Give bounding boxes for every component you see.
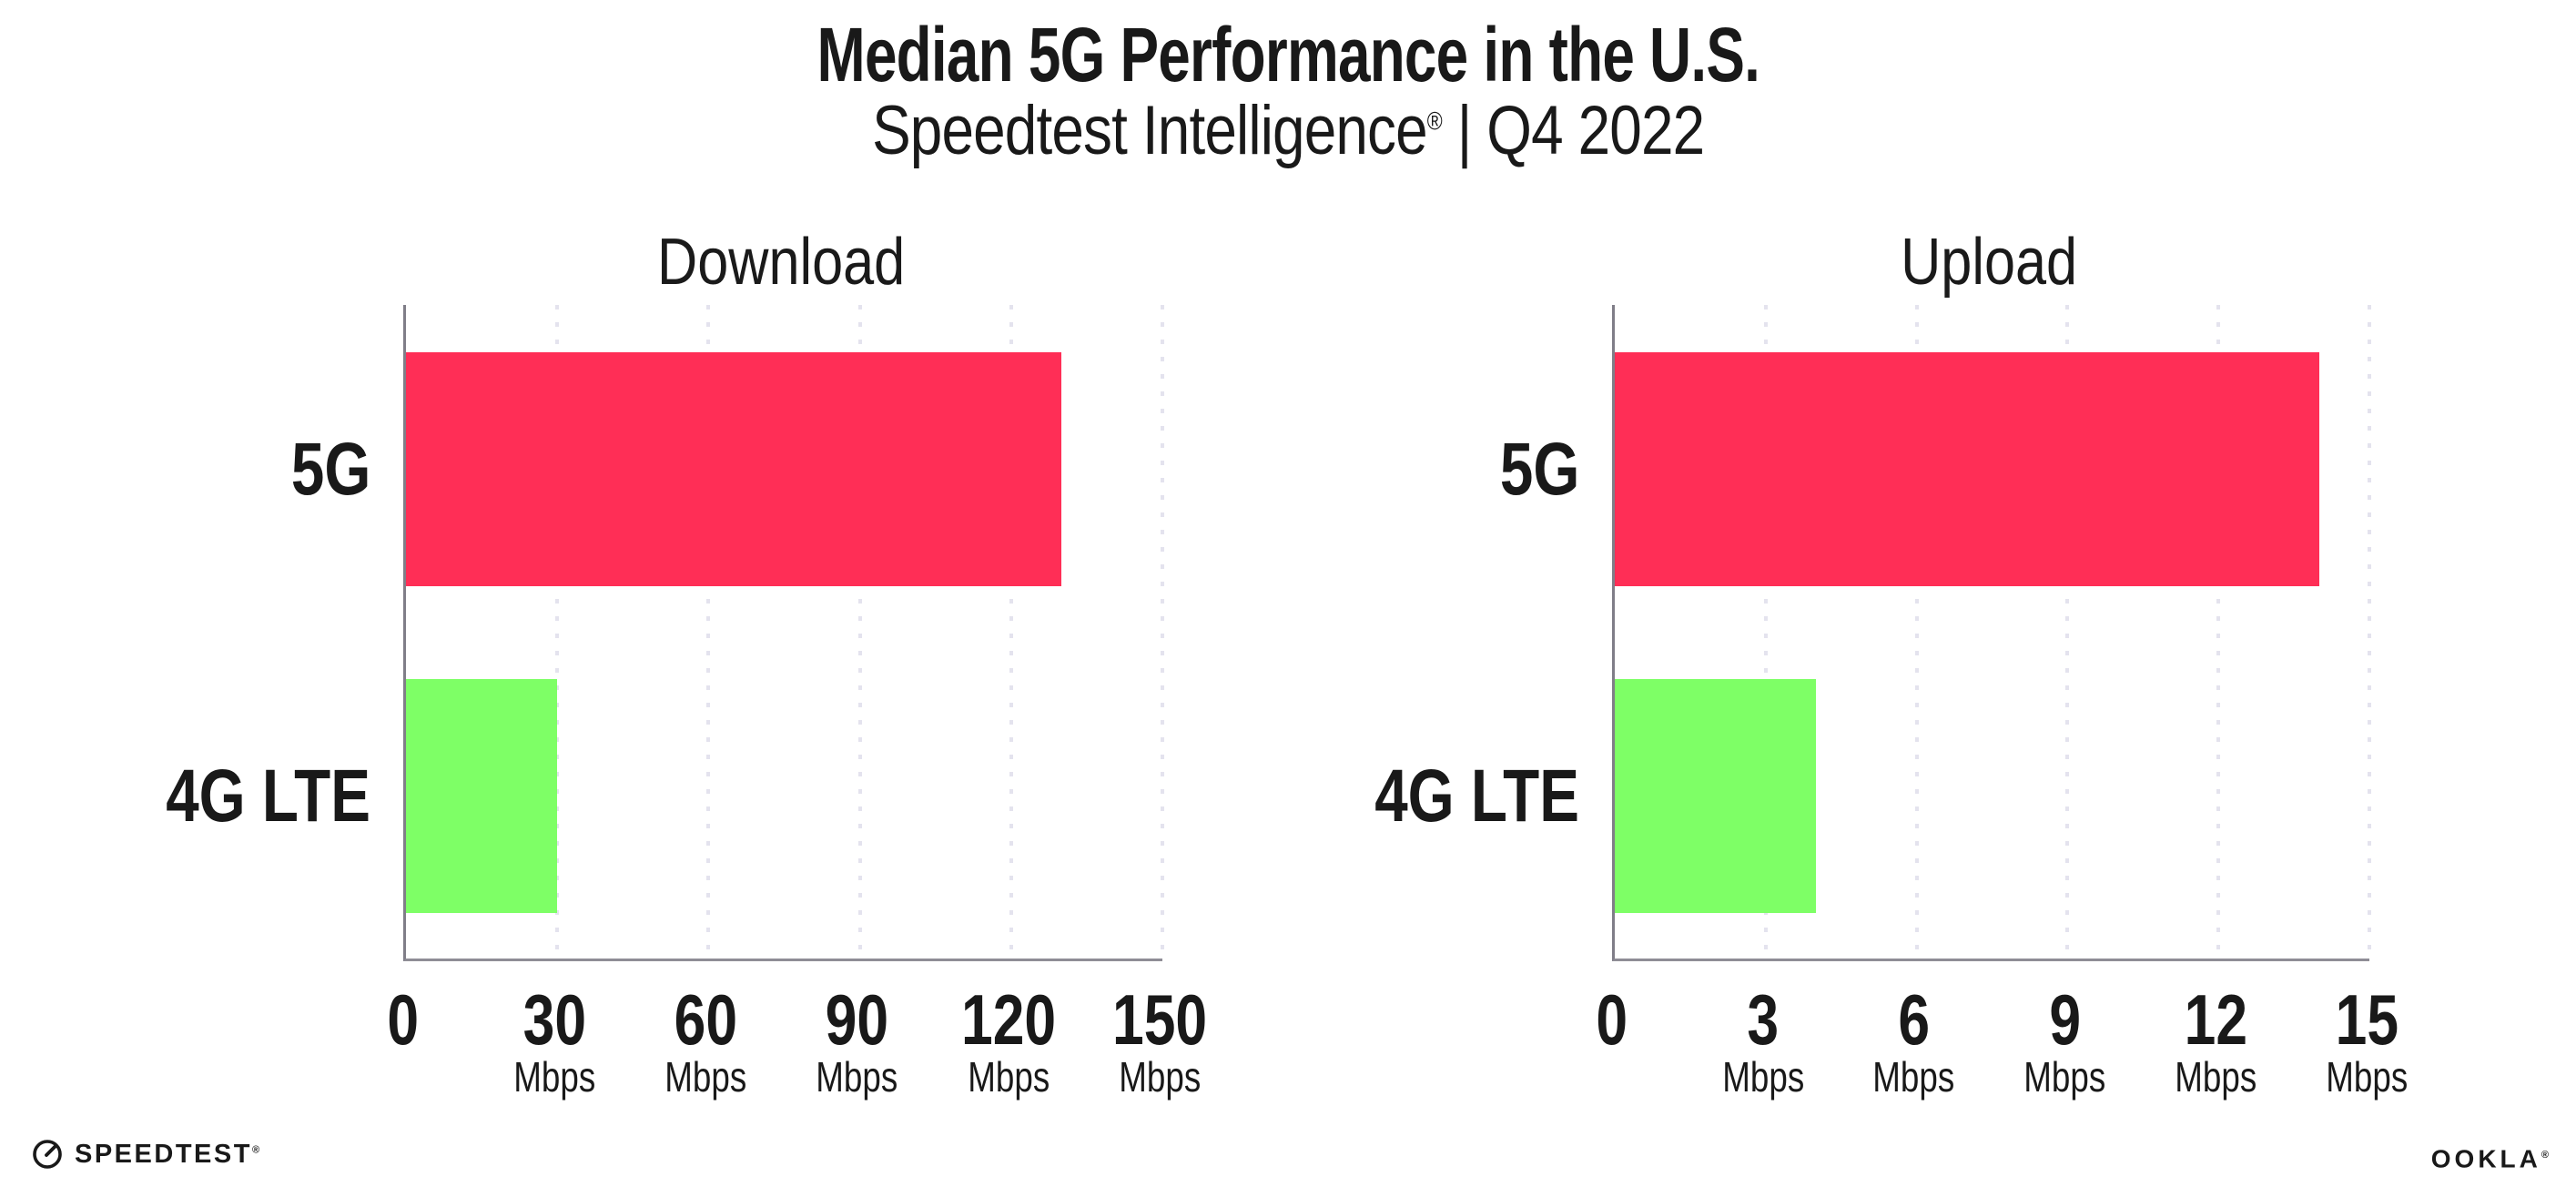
download-tick-unit-120: Mbps: [967, 1053, 1050, 1101]
registered-trademark-symbol: ®: [1426, 107, 1443, 136]
ookla-trademark-symbol: ®: [2541, 1150, 2549, 1161]
subtitle-period: Q4 2022: [1486, 92, 1705, 169]
speedtest-trademark-symbol: ®: [251, 1143, 260, 1155]
download-category-label-5g: 5G: [290, 428, 370, 511]
download-plot-area: [403, 305, 1164, 961]
download-chart-title: Download: [657, 226, 906, 299]
upload-bar-4g-lte: [1615, 679, 1817, 913]
download-gridline-60: [706, 305, 711, 959]
upload-tick-unit-15: Mbps: [2325, 1053, 2408, 1101]
upload-tick-label-15: 15: [2335, 979, 2399, 1060]
page-subtitle-text: Speedtest Intelligence® | Q4 2022: [871, 92, 1705, 169]
subtitle-separator: |: [1456, 92, 1473, 169]
download-tick-unit-150: Mbps: [1118, 1053, 1201, 1101]
upload-chart-panel: Upload 5G 4G LTE 0 3 Mbps 6 Mbps 9 Mbps 12 Mbps 15 M…: [1288, 209, 2576, 1129]
upload-tick-label-6: 6: [1898, 979, 1930, 1060]
upload-gridline-12: [2216, 305, 2221, 959]
speedtest-wordmark: SPEEDTEST®: [75, 1139, 260, 1169]
download-tick-label-60: 60: [674, 979, 738, 1060]
download-tick-label-120: 120: [960, 979, 1056, 1060]
page-title-text: Median 5G Performance in the U.S.: [816, 12, 1760, 97]
upload-category-label-4g-lte: 4G LTE: [1374, 755, 1579, 837]
download-category-label-4g-lte: 4G LTE: [166, 755, 370, 837]
upload-gridline-15: [2368, 305, 2371, 959]
ookla-logo: OOKLA®: [2431, 1140, 2549, 1176]
download-gridline-120: [1009, 305, 1013, 959]
download-bar-5g: [406, 352, 1062, 586]
download-tick-unit-30: Mbps: [513, 1053, 596, 1101]
download-tick-label-150: 150: [1111, 979, 1208, 1060]
ookla-wordmark: OOKLA: [2430, 1144, 2541, 1173]
upload-tick-label-3: 3: [1747, 979, 1780, 1060]
page-title: Median 5G Performance in the U.S.: [0, 12, 2576, 97]
download-tick-label-0: 0: [387, 979, 420, 1060]
download-tick-label-90: 90: [825, 979, 889, 1060]
download-tick-unit-90: Mbps: [816, 1053, 898, 1101]
speedtest-gauge-icon: [33, 1140, 62, 1169]
speedtest-logo: SPEEDTEST®: [31, 1134, 259, 1174]
upload-tick-unit-12: Mbps: [2175, 1053, 2257, 1101]
upload-category-label-5g: 5G: [1499, 428, 1579, 511]
upload-tick-unit-3: Mbps: [1721, 1053, 1804, 1101]
upload-tick-unit-6: Mbps: [1872, 1053, 1955, 1101]
upload-gridline-9: [2065, 305, 2070, 959]
upload-tick-label-12: 12: [2184, 979, 2247, 1060]
download-gridline-150: [1161, 305, 1164, 959]
upload-plot-area: [1612, 305, 2371, 961]
upload-chart-title: Upload: [1901, 226, 2078, 299]
upload-tick-unit-9: Mbps: [2023, 1053, 2106, 1101]
download-bar-4g-lte: [406, 679, 558, 913]
download-chart-panel: Download 5G 4G LTE 0 30 Mbps 60 Mbps 90 Mbps 120 M…: [0, 209, 1288, 1129]
download-gridline-30: [555, 305, 560, 959]
download-tick-label-30: 30: [522, 979, 586, 1060]
page-subtitle: Speedtest Intelligence® | Q4 2022: [0, 93, 2576, 169]
subtitle-product: Speedtest Intelligence: [871, 92, 1428, 169]
download-tick-unit-60: Mbps: [664, 1053, 747, 1101]
upload-bar-5g: [1615, 352, 2319, 586]
upload-tick-label-0: 0: [1596, 979, 1628, 1060]
upload-tick-label-9: 9: [2049, 979, 2081, 1060]
upload-gridline-6: [1914, 305, 1919, 959]
upload-gridline-3: [1763, 305, 1768, 959]
download-gridline-90: [857, 305, 862, 959]
